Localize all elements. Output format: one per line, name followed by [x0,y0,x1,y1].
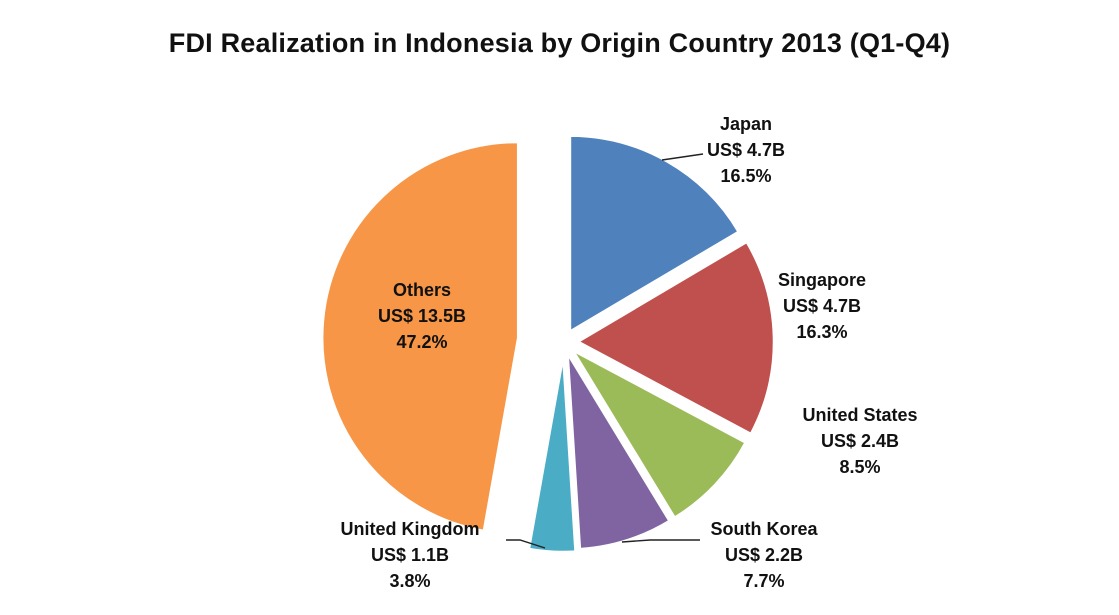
leader-line-south-korea [621,539,700,543]
slice-singapore [575,240,776,436]
slice-others [321,140,520,533]
label-singapore-amount: US$ 4.7B [783,296,861,316]
label-united-kingdom-name: United Kingdom [341,519,480,539]
slice-japan [568,134,741,334]
label-south-korea-name: South Korea [710,519,818,539]
label-japan-percent: 16.5% [720,166,771,186]
label-singapore: Singapore US$ 4.7B 16.3% [778,270,866,342]
slice-united-kingdom [527,355,577,554]
label-others-percent: 47.2% [396,332,447,352]
label-united-states: United States US$ 2.4B 8.5% [802,405,917,477]
label-singapore-name: Singapore [778,270,866,290]
label-south-korea-amount: US$ 2.2B [725,545,803,565]
label-singapore-percent: 16.3% [796,322,847,342]
label-south-korea: South Korea US$ 2.2B 7.7% [710,519,818,591]
leader-lines [506,153,704,549]
label-japan-name: Japan [720,114,772,134]
label-japan: Japan US$ 4.7B 16.5% [707,114,785,186]
chart-title: FDI Realization in Indonesia by Origin C… [168,28,951,58]
slice-united-states [569,346,748,520]
pie-slices [321,134,776,554]
label-united-states-name: United States [802,405,917,425]
label-united-kingdom: United Kingdom US$ 1.1B 3.8% [341,519,480,591]
label-united-kingdom-amount: US$ 1.1B [371,545,449,565]
label-united-states-amount: US$ 2.4B [821,431,899,451]
leader-line-japan [661,153,704,161]
label-south-korea-percent: 7.7% [743,571,784,591]
slice-labels: Japan US$ 4.7B 16.5% Singapore US$ 4.7B 16.3%… [341,114,918,591]
slice-south-korea [566,352,672,551]
label-united-states-percent: 8.5% [839,457,880,477]
label-japan-amount: US$ 4.7B [707,140,785,160]
label-others: Others US$ 13.5B 47.2% [378,280,466,352]
label-united-kingdom-percent: 3.8% [389,571,430,591]
label-others-name: Others [393,280,451,300]
label-others-amount: US$ 13.5B [378,306,466,326]
leader-line-united-kingdom [506,539,546,549]
